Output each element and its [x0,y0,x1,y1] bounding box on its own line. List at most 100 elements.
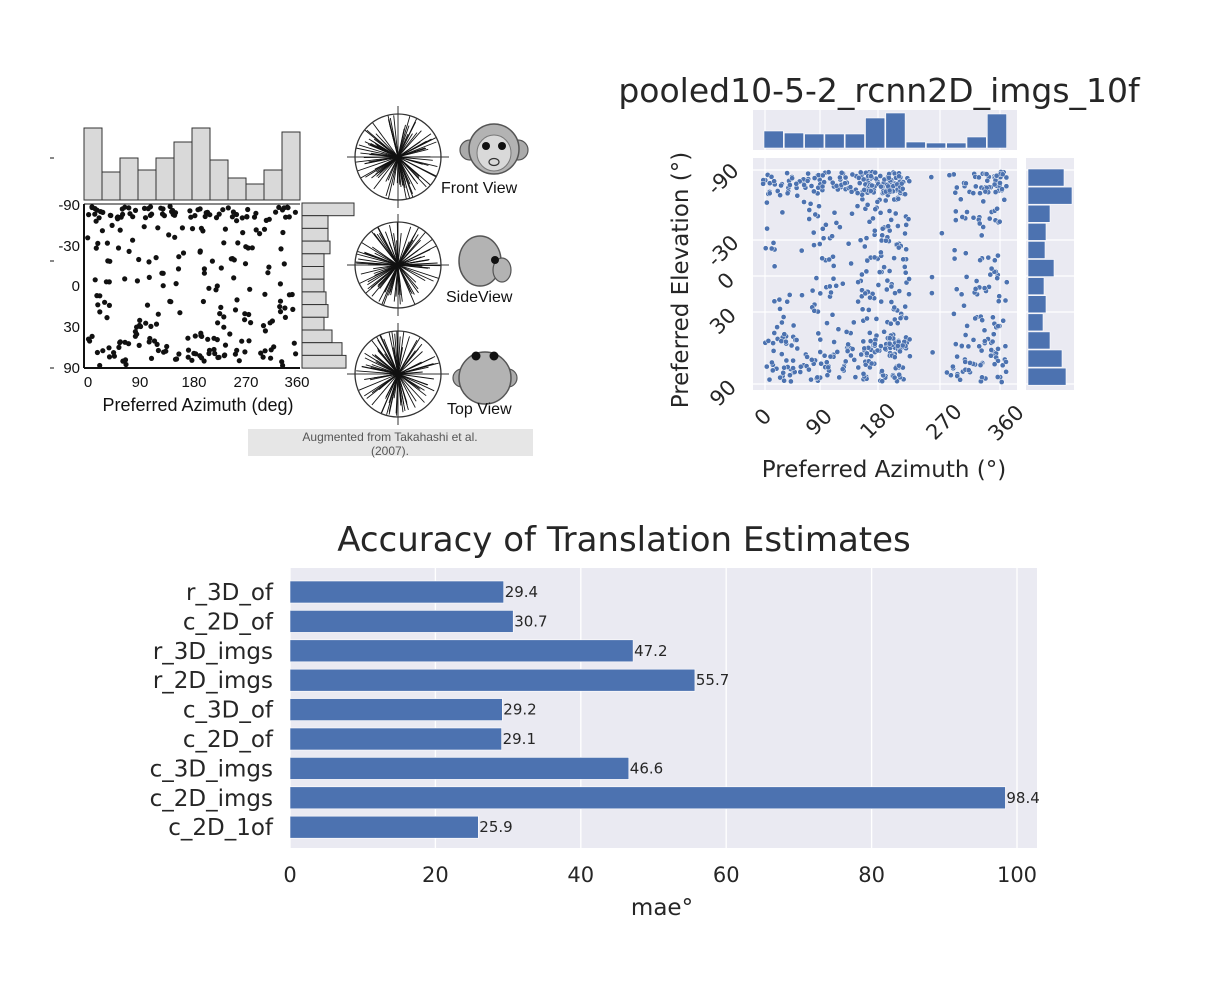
joint-scatter-point [855,364,862,371]
left-scatter-point [160,270,166,276]
left-scatter-point [193,351,199,357]
value-labels: 29.4 30.7 47.2 55.7 29.2 29.1 46.6 98.4 25.9 [479,583,1040,836]
left-scatter-point [282,305,288,311]
left-scatter-point [116,344,122,350]
joint-scatter-point [1003,174,1010,181]
left-scatter-point [160,206,166,212]
polar-ray [384,264,399,293]
left-scatter-point [123,361,129,368]
left-scatter-point [126,341,132,347]
polar-ray [371,156,399,179]
joint-scatter-point [991,257,998,264]
elevation-hist-bar [301,329,333,344]
joint-scatter-point [816,241,823,247]
joint-scatter-point [884,277,891,284]
joint-scatter-point [963,274,970,280]
joint-scatter-point [847,184,854,190]
joint-scatter-point [903,315,909,321]
polar-ray [397,264,426,281]
left-scatter-point [155,311,161,317]
azimuth-hist-bar [101,171,121,201]
joint-scatter-point [839,280,846,287]
bar [289,610,514,633]
left-scatter-point [218,265,224,271]
polar-ray [369,373,399,381]
joint-scatter-point [886,187,893,194]
left-scatter-point [240,230,246,236]
left-scatter-point [117,227,123,233]
bar [289,668,696,692]
left-scatter-point [262,291,268,297]
left-scatter-point [247,286,253,292]
polar-ray [357,156,399,172]
polar-ray [369,154,399,158]
joint-scatter-point [988,265,995,272]
joint-azimuth-hist-bar [844,133,865,149]
joint-scatter-point [963,180,969,187]
joint-scatter-point [898,180,905,187]
left-scatter-point [177,310,183,316]
joint-scatter-point [994,374,1001,380]
left-scatter-point [102,299,108,305]
left-scatter-point [93,218,99,224]
joint-elevation-hist-bar [1027,241,1046,259]
joint-scatter-point [902,230,908,237]
bar-x-tick: 40 [567,863,594,887]
joint-scatter-point [1003,183,1010,190]
joint-x-axis-label: Preferred Azimuth (°) [762,457,1006,483]
joint-scatter-point [891,316,898,323]
joint-scatter-point [864,257,871,264]
joint-scatter-point [866,330,873,336]
left-scatter-point [107,258,113,264]
polar-ray [397,226,412,266]
joint-scatter-point [825,364,832,371]
left-scatter-point [281,261,287,267]
left-scatter-point [239,215,245,221]
polar-ray [393,373,399,399]
left-scatter-point [293,351,299,357]
polar-ray [397,264,401,305]
left-scatter-point [286,214,292,220]
polar-ray [397,256,422,266]
left-scatter-point [120,358,126,364]
left-scatter-point [146,259,152,265]
bar-category-label: c_2D_of [183,727,274,753]
joint-scatter-point [962,332,969,338]
joint-scatter-point [985,254,992,261]
joint-elevation-hist-bar [1027,186,1073,205]
polar-ray [397,371,423,375]
left-scatter-point [103,279,109,285]
joint-elevation-hist-bar [1027,277,1045,296]
polar-ray [393,115,399,158]
front-view-label: Front View [441,180,518,197]
joint-scatter-point [801,199,807,205]
category-labels: r_3D_ofc_2D_ofr_3D_imgsr_2D_imgsc_3D_ofc… [150,580,274,841]
left-x-tick: 0 [84,374,92,391]
polar-ray [397,156,414,198]
joint-scatter-point [957,376,963,383]
elevation-hist-bar [301,354,347,369]
left-scatter-point [277,309,284,315]
left-scatter-point [86,212,92,218]
bar-value-label: 46.6 [630,759,663,777]
joint-scatter-point [977,362,984,369]
joint-scatter-point [929,290,935,296]
azimuth-hist-bar [245,183,265,201]
joint-scatter-point [769,359,775,366]
left-scatter-point [280,362,286,369]
bar [289,815,479,839]
joint-scatter-point [817,336,824,343]
joint-scatter-point [770,240,777,246]
polar-ray [372,122,399,158]
left-scatter-point [164,343,170,350]
elevation-hist-bar [301,215,329,229]
joint-scatter-point [973,278,980,284]
left-scatter-point [201,270,207,276]
polar-ray [371,339,399,375]
joint-scatter-point [848,352,854,359]
left-scatter-point [279,207,286,213]
joint-scatter-point [939,230,945,237]
left-scatter-point [217,311,223,317]
joint-scatter-point [900,256,907,263]
polar-ray [397,351,423,375]
